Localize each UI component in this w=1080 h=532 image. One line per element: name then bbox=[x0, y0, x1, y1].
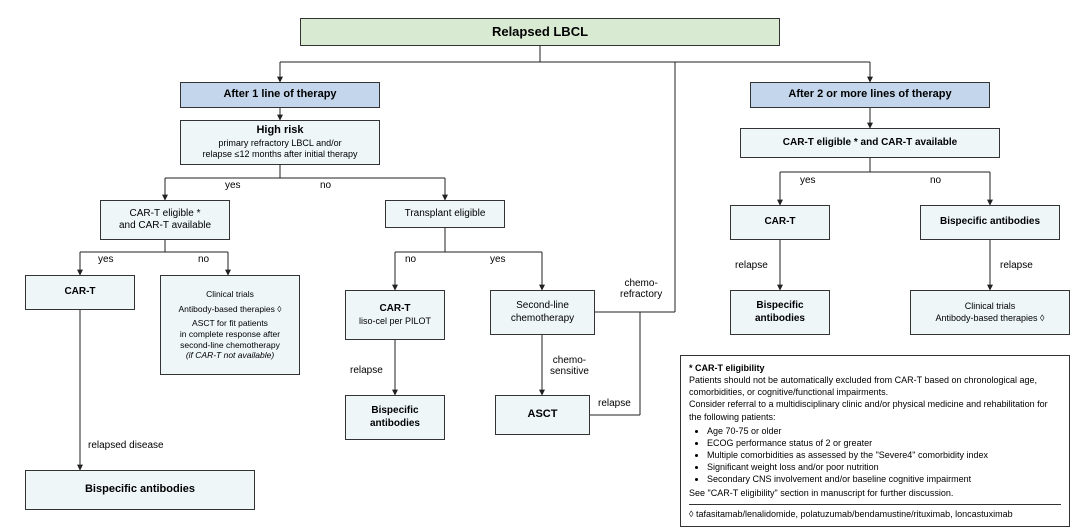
label-elig-r-yes: yes bbox=[800, 175, 816, 186]
node-bispec-right-text: Bispecific antibodies bbox=[940, 216, 1040, 229]
node-after1: After 1 line of therapy bbox=[180, 82, 380, 108]
node-bispec-bottom-text: Bispecific antibodies bbox=[85, 483, 195, 497]
node-cart-left-text: CAR-T bbox=[64, 286, 95, 299]
label-highrisk-yes: yes bbox=[225, 180, 241, 191]
footnote-bullet: Secondary CNS involvement and/or baselin… bbox=[707, 473, 1061, 485]
label-relapsed-disease: relapsed disease bbox=[88, 440, 164, 451]
node-trials-left-l4: (if CAR-T not available) bbox=[186, 350, 274, 361]
label-relapse-bispec-r: relapse bbox=[1000, 260, 1033, 271]
footnote-p1: Patients should not be automatically exc… bbox=[689, 375, 1037, 397]
label-asct-relapse: relapse bbox=[598, 398, 631, 409]
node-root: Relapsed LBCL bbox=[300, 18, 780, 46]
node-bispec-mid-text: Bispecific antibodies bbox=[370, 405, 420, 430]
node-cart-pilot-title: CAR-T bbox=[379, 303, 410, 316]
node-cart-pilot: CAR-T liso-cel per PILOT bbox=[345, 290, 445, 340]
node-trials-right-l2: Antibody-based therapies ◊ bbox=[935, 313, 1044, 324]
label-elig-l-yes: yes bbox=[98, 254, 114, 265]
node-trials-left: Clinical trials Antibody-based therapies… bbox=[160, 275, 300, 375]
footnote-bullet: Multiple comorbidities as assessed by th… bbox=[707, 449, 1061, 461]
label-elig-l-no: no bbox=[198, 254, 209, 265]
footnote-p3: See "CAR-T eligibility" section in manus… bbox=[689, 488, 953, 498]
node-highrisk-title: High risk bbox=[256, 124, 303, 138]
node-after2: After 2 or more lines of therapy bbox=[750, 82, 990, 108]
label-chemo-sensitive: chemo- sensitive bbox=[550, 355, 589, 377]
node-highrisk: High risk primary refractory LBCL and/or… bbox=[180, 120, 380, 165]
node-second-chemo: Second-line chemotherapy bbox=[490, 290, 595, 335]
node-second-chemo-text: Second-line chemotherapy bbox=[511, 300, 574, 325]
footnote-p2: Consider referral to a multidisciplinary… bbox=[689, 399, 1048, 421]
node-cart-pilot-sub: liso-cel per PILOT bbox=[359, 316, 431, 327]
footnote-bullets: Age 70-75 or older ECOG performance stat… bbox=[707, 425, 1061, 486]
node-cart-right: CAR-T bbox=[730, 205, 830, 240]
node-trials-right-l1: Clinical trials bbox=[965, 301, 1016, 312]
node-after1-text: After 1 line of therapy bbox=[223, 88, 336, 102]
node-after2-text: After 2 or more lines of therapy bbox=[788, 88, 951, 102]
node-asct-text: ASCT bbox=[528, 408, 558, 422]
node-bispec-right2-text: Bispecific antibodies bbox=[755, 300, 805, 325]
footnote-bullet: Age 70-75 or older bbox=[707, 425, 1061, 437]
node-root-text: Relapsed LBCL bbox=[492, 24, 588, 40]
label-relapse-pilot: relapse bbox=[350, 365, 383, 376]
label-relapse-cart-r: relapse bbox=[735, 260, 768, 271]
node-trials-left-l3: ASCT for fit patients in complete respon… bbox=[180, 318, 280, 350]
node-transplant-text: Transplant eligible bbox=[405, 208, 486, 221]
node-bispec-mid: Bispecific antibodies bbox=[345, 395, 445, 440]
footnote-eligibility: * CAR-T eligibility Patients should not … bbox=[680, 355, 1070, 527]
node-highrisk-sub: primary refractory LBCL and/or relapse ≤… bbox=[202, 138, 357, 161]
node-cart-elig-left-text: CAR-T eligible * and CAR-T available bbox=[119, 208, 211, 233]
node-cart-elig-right-text: CAR-T eligible * and CAR-T available bbox=[783, 137, 957, 150]
label-highrisk-no: no bbox=[320, 180, 331, 191]
footnote-title: * CAR-T eligibility bbox=[689, 363, 765, 373]
node-bispec-right2: Bispecific antibodies bbox=[730, 290, 830, 335]
node-cart-right-text: CAR-T bbox=[764, 216, 795, 229]
footnote-bullet: ECOG performance status of 2 or greater bbox=[707, 437, 1061, 449]
node-cart-elig-right: CAR-T eligible * and CAR-T available bbox=[740, 128, 1000, 158]
label-chemo-refractory: chemo- refractory bbox=[620, 278, 662, 300]
node-trials-right: Clinical trials Antibody-based therapies… bbox=[910, 290, 1070, 335]
node-bispec-bottom: Bispecific antibodies bbox=[25, 470, 255, 510]
node-trials-left-l2: Antibody-based therapies ◊ bbox=[179, 304, 282, 315]
footnote-p4: ◊ tafasitamab/lenalidomide, polatuzumab/… bbox=[689, 509, 1013, 519]
node-bispec-right: Bispecific antibodies bbox=[920, 205, 1060, 240]
label-elig-r-no: no bbox=[930, 175, 941, 186]
node-transplant: Transplant eligible bbox=[385, 200, 505, 228]
node-cart-elig-left: CAR-T eligible * and CAR-T available bbox=[100, 200, 230, 240]
node-cart-left: CAR-T bbox=[25, 275, 135, 310]
node-asct: ASCT bbox=[495, 395, 590, 435]
label-transpl-no: no bbox=[405, 254, 416, 265]
footnote-bullet: Significant weight loss and/or poor nutr… bbox=[707, 461, 1061, 473]
node-trials-left-l1: Clinical trials bbox=[206, 289, 254, 300]
label-transpl-yes: yes bbox=[490, 254, 506, 265]
